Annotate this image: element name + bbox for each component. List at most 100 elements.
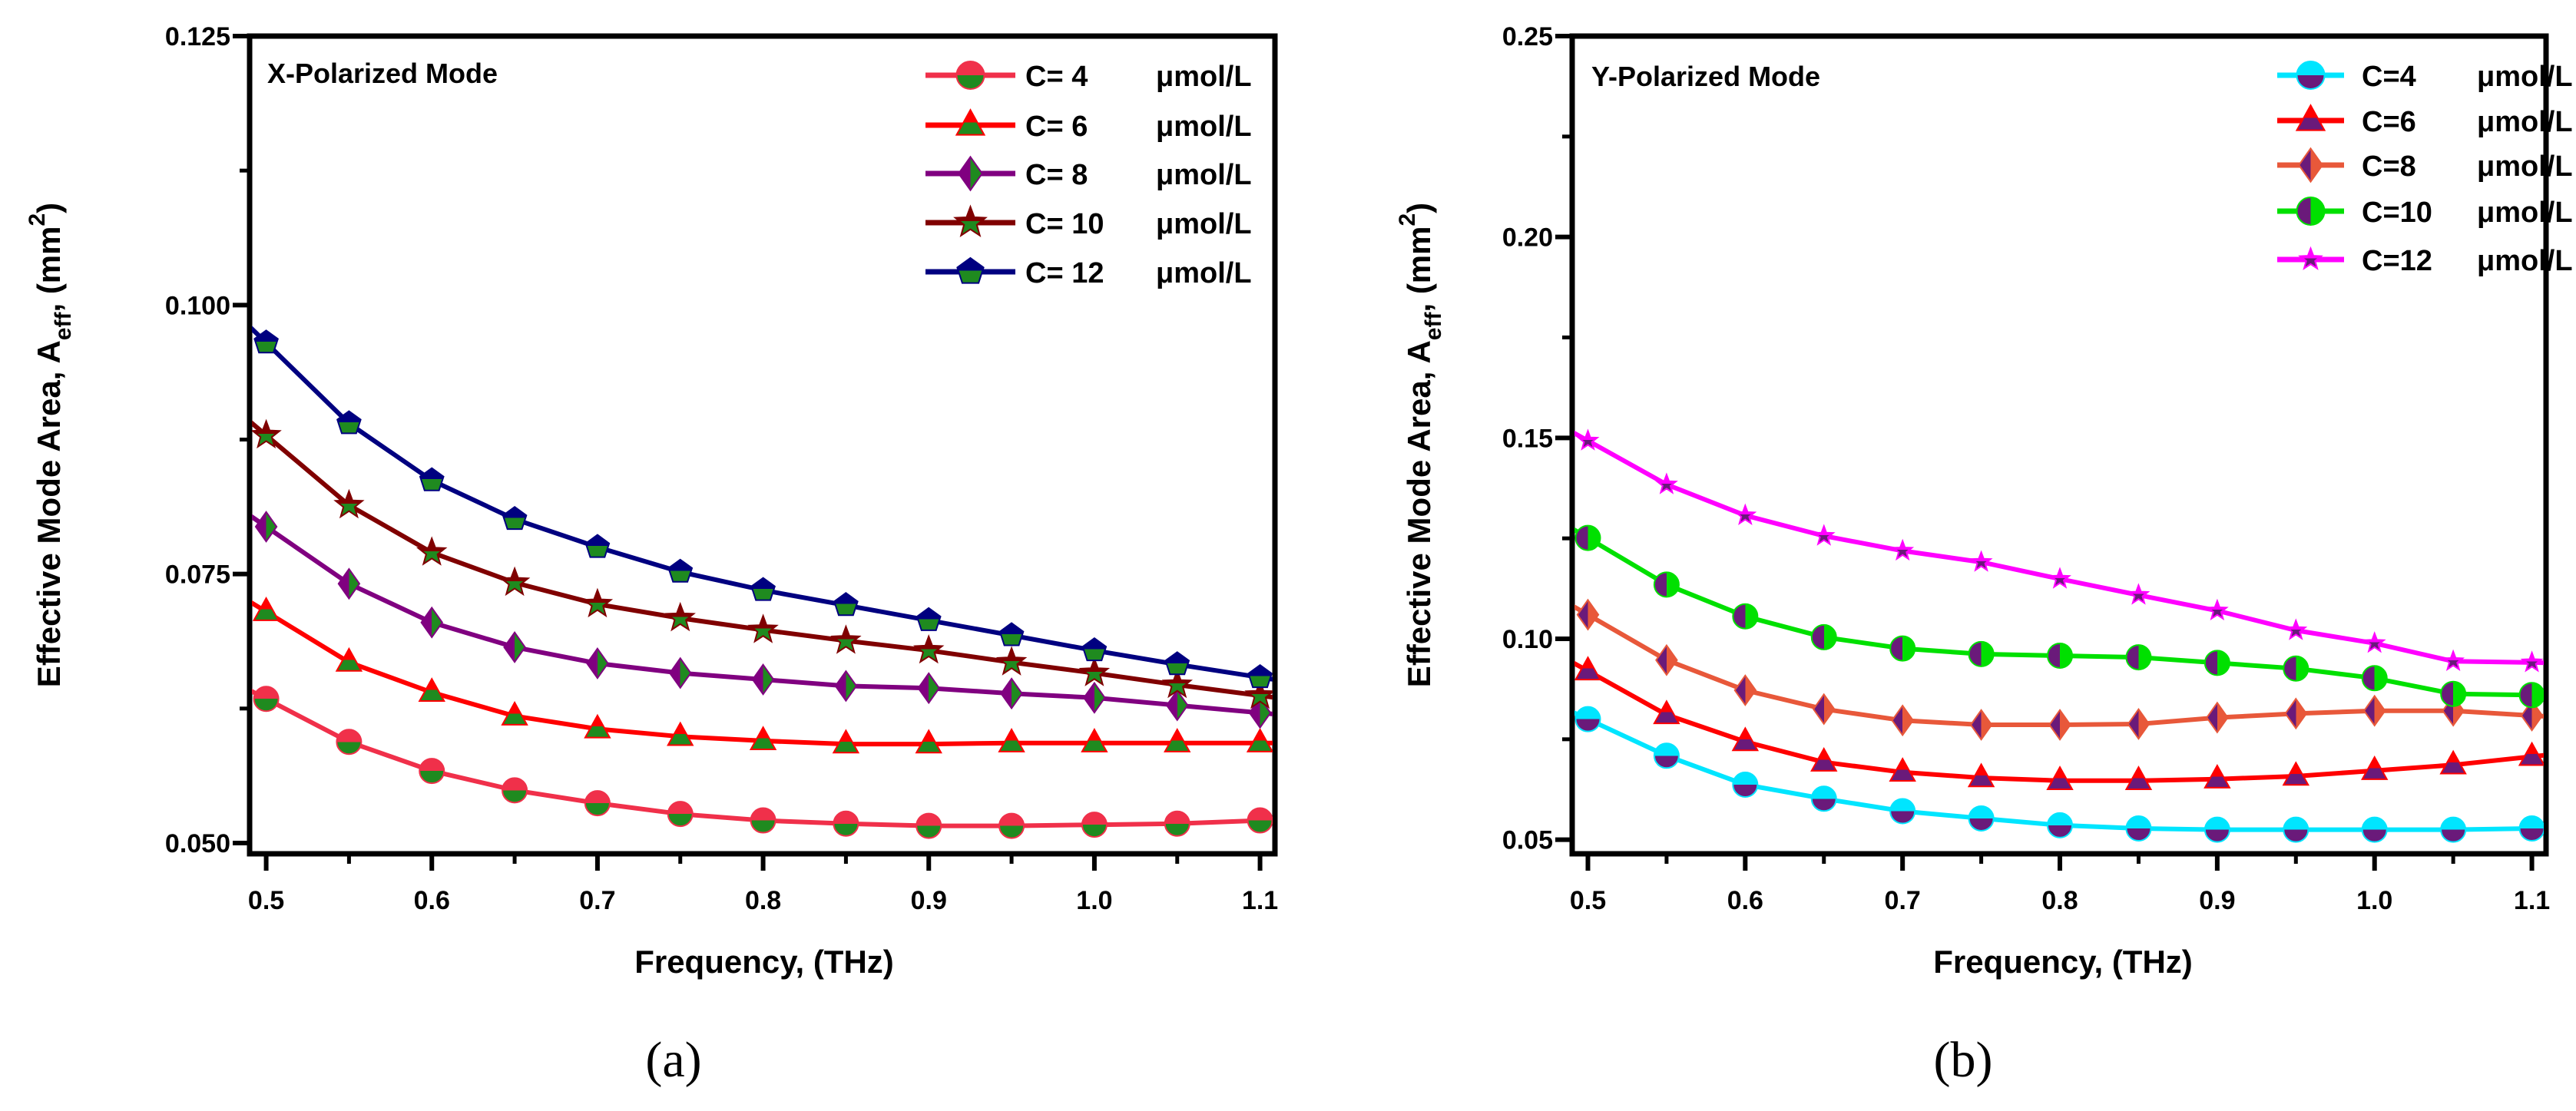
y-axis-title-sup: 2 bbox=[1395, 213, 1420, 226]
data-point bbox=[1733, 674, 1757, 706]
data-point bbox=[1654, 472, 1678, 494]
data-point bbox=[2283, 816, 2309, 843]
legend-unit: μmol/L bbox=[1156, 208, 1252, 240]
legend-marker bbox=[2296, 61, 2326, 90]
data-point bbox=[1812, 693, 1836, 726]
data-point bbox=[2206, 701, 2229, 734]
data-point bbox=[995, 646, 1028, 676]
series-10 bbox=[1574, 524, 2544, 709]
data-point bbox=[915, 729, 942, 754]
data-point bbox=[1165, 689, 1189, 722]
data-point bbox=[1810, 623, 1837, 650]
data-point bbox=[252, 597, 280, 621]
legend-unit: μmol/L bbox=[1156, 257, 1252, 289]
data-point bbox=[1164, 810, 1190, 837]
data-point bbox=[2047, 642, 2074, 669]
legend-marker bbox=[2296, 197, 2326, 226]
data-point bbox=[1810, 785, 1837, 812]
y-axis-title-sub: eff bbox=[51, 312, 76, 341]
legend-marker bbox=[955, 108, 986, 136]
y-tick-label: 0.25 bbox=[1502, 22, 1553, 51]
data-point bbox=[664, 601, 696, 632]
data-point bbox=[667, 558, 694, 583]
data-point bbox=[2204, 650, 2230, 676]
data-point bbox=[2439, 749, 2467, 775]
series-6 bbox=[1574, 656, 2544, 790]
legend-label: C=4 bbox=[2362, 61, 2416, 93]
data-point bbox=[1161, 668, 1194, 699]
x-tick-label: 0.7 bbox=[1885, 886, 1921, 915]
data-point bbox=[2127, 583, 2151, 605]
data-point bbox=[2124, 765, 2153, 790]
data-point bbox=[1081, 812, 1108, 838]
data-point bbox=[253, 329, 279, 354]
data-point bbox=[1889, 798, 1916, 825]
y-tick-label: 0.10 bbox=[1502, 625, 1553, 654]
legend-unit: μmol/L bbox=[2477, 61, 2573, 93]
legend-marker bbox=[2298, 246, 2323, 270]
data-point bbox=[916, 812, 942, 839]
data-point bbox=[998, 622, 1025, 646]
data-point bbox=[751, 663, 775, 696]
data-point bbox=[416, 536, 448, 566]
data-point bbox=[2361, 816, 2388, 843]
data-point bbox=[2048, 567, 2071, 589]
data-point bbox=[2361, 756, 2389, 780]
y-tick-label: 0.20 bbox=[1502, 223, 1553, 253]
data-point bbox=[336, 410, 362, 435]
x-tick-label: 0.6 bbox=[1727, 886, 1763, 915]
data-point bbox=[750, 577, 776, 601]
panel-caption: (a) bbox=[645, 1032, 701, 1088]
data-point bbox=[1655, 643, 1678, 676]
data-point bbox=[667, 801, 694, 828]
y-axis-title-main: Effective Mode Area, A bbox=[1401, 340, 1437, 687]
data-point bbox=[1653, 742, 1680, 769]
data-point bbox=[419, 758, 445, 785]
data-point bbox=[333, 488, 365, 519]
data-point bbox=[503, 631, 526, 663]
data-point bbox=[832, 729, 860, 754]
data-point bbox=[912, 633, 945, 664]
panel-caption: (b) bbox=[1934, 1032, 1993, 1088]
data-point bbox=[2442, 649, 2465, 672]
series-8 bbox=[252, 511, 1273, 729]
legend-unit: μmol/L bbox=[1156, 159, 1252, 191]
series-10 bbox=[252, 418, 1273, 709]
data-point bbox=[667, 721, 694, 746]
data-point bbox=[586, 647, 609, 679]
data-point bbox=[337, 567, 361, 600]
legend-marker bbox=[2295, 104, 2326, 131]
legend-marker bbox=[2297, 147, 2324, 184]
x-tick-label: 1.1 bbox=[2514, 886, 2550, 915]
data-point bbox=[2284, 618, 2308, 640]
x-axis-title: Frequency, (THz) bbox=[1933, 944, 2193, 980]
y-axis-title-sup: 2 bbox=[25, 213, 50, 226]
data-point bbox=[254, 511, 278, 543]
data-point bbox=[2362, 631, 2386, 653]
y-tick-label: 0.15 bbox=[1502, 424, 1553, 453]
x-tick-label: 0.5 bbox=[248, 886, 284, 915]
data-point bbox=[336, 729, 363, 756]
data-point bbox=[2520, 650, 2544, 673]
data-point bbox=[833, 810, 859, 837]
data-point bbox=[2046, 765, 2074, 790]
data-point bbox=[1078, 656, 1111, 686]
data-point bbox=[2282, 761, 2309, 786]
legend-unit: μmol/L bbox=[2477, 197, 2573, 229]
data-point bbox=[834, 670, 858, 703]
x-tick-label: 0.5 bbox=[1570, 886, 1606, 915]
data-point bbox=[252, 418, 282, 449]
y-axis-title-unit: , (mm bbox=[31, 226, 67, 312]
legend-label: C=6 bbox=[2362, 106, 2416, 138]
y-axis-title-sub: eff bbox=[1421, 312, 1446, 341]
data-point bbox=[1969, 550, 1993, 572]
data-point bbox=[1891, 538, 1915, 561]
data-point bbox=[1164, 728, 1191, 752]
data-point bbox=[419, 467, 445, 491]
legend-unit: μmol/L bbox=[2477, 245, 2573, 277]
series-12 bbox=[1574, 428, 2544, 673]
data-point bbox=[2283, 655, 2309, 682]
y-tick-label: 0.050 bbox=[165, 829, 230, 858]
data-point bbox=[1968, 640, 1995, 667]
